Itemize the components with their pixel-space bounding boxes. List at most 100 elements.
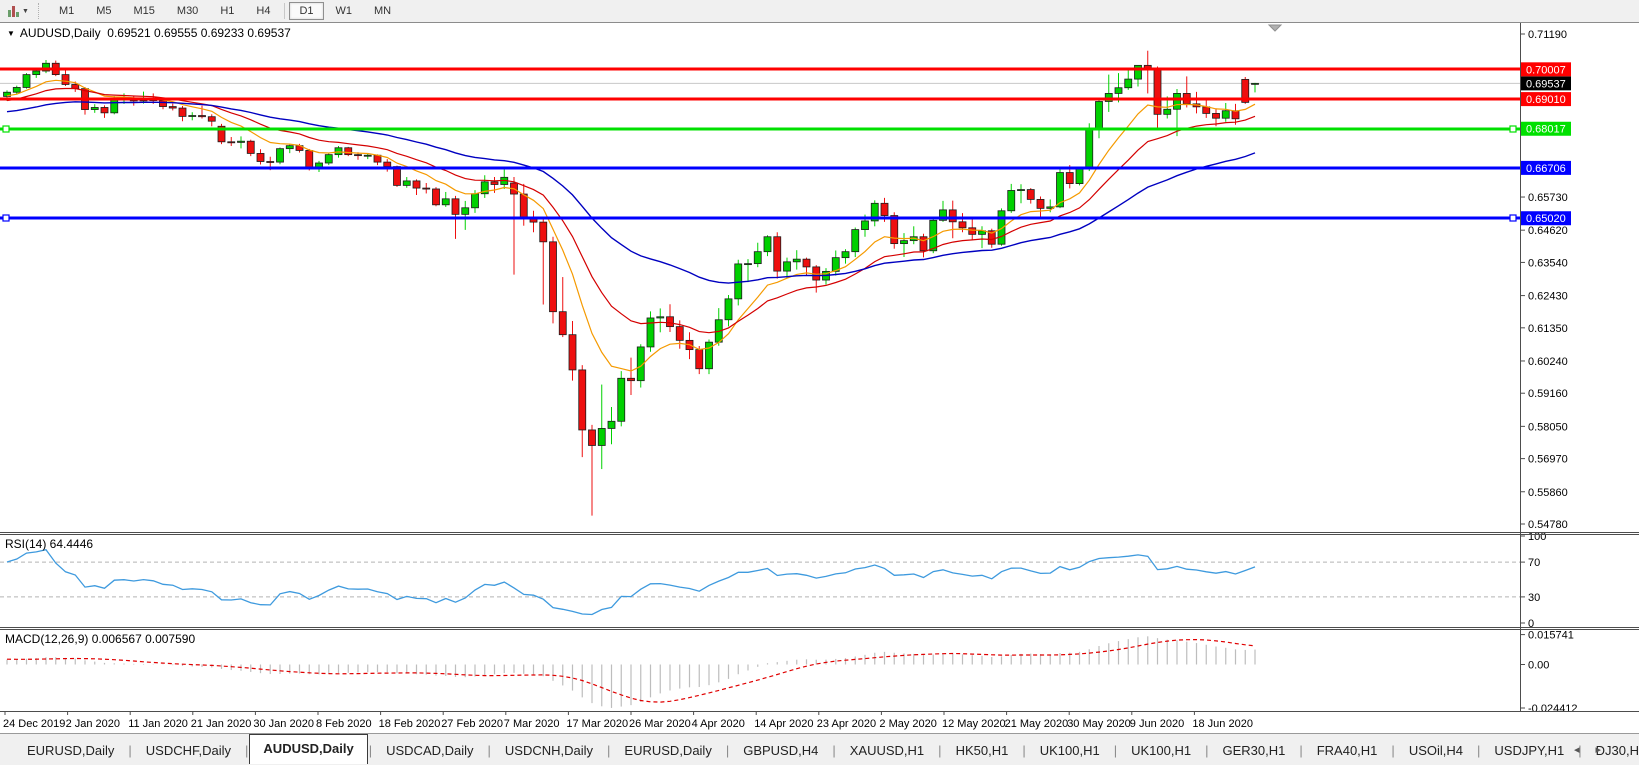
- svg-text:11 Jan 2020: 11 Jan 2020: [128, 718, 188, 730]
- tab-ger30-h1[interactable]: GER30,H1: [1222, 742, 1286, 758]
- tab-separator: |: [128, 742, 132, 758]
- svg-text:30: 30: [1528, 592, 1540, 604]
- toolbar-separator: [37, 3, 44, 19]
- tab-separator: |: [1205, 742, 1209, 758]
- svg-text:0.66706: 0.66706: [1526, 163, 1566, 175]
- svg-text:0.015741: 0.015741: [1528, 630, 1574, 642]
- tab-separator: |: [368, 742, 373, 758]
- tab-separator: |: [1477, 742, 1481, 758]
- svg-text:0.61350: 0.61350: [1528, 323, 1568, 335]
- svg-text:2 May 2020: 2 May 2020: [879, 718, 936, 730]
- macd-pane[interactable]: [6, 636, 1256, 708]
- svg-text:18 Jun 2020: 18 Jun 2020: [1192, 718, 1253, 730]
- tab-gbpusd-h4[interactable]: GBPUSD,H4: [743, 742, 819, 758]
- tab-audusd-daily[interactable]: AUDUSD,Daily: [249, 734, 368, 764]
- period-button-h1[interactable]: H1: [220, 5, 235, 17]
- period-button-mn[interactable]: MN: [374, 5, 392, 17]
- tab-eurusd-daily[interactable]: EURUSD,Daily: [27, 742, 115, 758]
- tab-eurusd-daily[interactable]: EURUSD,Daily: [624, 742, 712, 758]
- tab-separator: |: [1113, 742, 1118, 758]
- tab-hk50-h1[interactable]: HK50,H1: [955, 742, 1009, 758]
- period-button-m5[interactable]: M5: [96, 5, 112, 17]
- tab-scroll-left-icon[interactable]: ◂: [1573, 744, 1596, 756]
- hline-objects[interactable]: [0, 67, 1520, 222]
- svg-text:-0.024412: -0.024412: [1528, 703, 1578, 715]
- tab-separator: |: [938, 742, 942, 758]
- hline-handle[interactable]: [2, 214, 10, 222]
- tab-separator: |: [245, 742, 249, 758]
- tab-scroll-buttons: ◂▸: [1574, 743, 1617, 756]
- svg-text:30 May 2020: 30 May 2020: [1067, 718, 1131, 730]
- price-badges: 0.69537 0.70007 0.69010 0.68017 0.66706 0.650…: [1521, 62, 1571, 226]
- tab-uk100-h1[interactable]: UK100,H1: [1039, 742, 1100, 758]
- hline-handle[interactable]: [2, 125, 10, 133]
- svg-text:0.63540: 0.63540: [1528, 257, 1568, 269]
- svg-text:21 May 2020: 21 May 2020: [1005, 718, 1069, 730]
- svg-text:0.60240: 0.60240: [1528, 356, 1568, 368]
- tab-usdcad-daily[interactable]: USDCAD,Daily: [386, 742, 474, 758]
- macd-indicator-label: MACD(12,26,9) 0.006567 0.007590: [5, 632, 196, 646]
- svg-text:27 Feb 2020: 27 Feb 2020: [441, 718, 503, 730]
- rsi-indicator-label: RSI(14) 64.4446: [5, 537, 94, 551]
- hline-handle[interactable]: [1509, 214, 1517, 222]
- period-button-m30[interactable]: M30: [176, 5, 199, 17]
- chart-ohlc-values: 0.69521 0.69555 0.69233 0.69537: [107, 26, 291, 40]
- tab-separator: |: [1299, 742, 1303, 758]
- svg-text:0.69537: 0.69537: [1526, 78, 1566, 90]
- tab-separator: |: [832, 742, 836, 758]
- svg-text:0.71190: 0.71190: [1528, 29, 1567, 41]
- tab-usoil-h4[interactable]: USOil,H4: [1408, 742, 1463, 758]
- svg-text:0.70007: 0.70007: [1526, 64, 1566, 76]
- toolbar-separator: [284, 3, 286, 19]
- svg-text:0.58050: 0.58050: [1528, 421, 1568, 433]
- period-button-m1[interactable]: M1: [58, 5, 75, 17]
- period-group: D1 W1 MN: [288, 2, 402, 20]
- period-group: M1 M5 M15 M30 H1 H4: [48, 2, 282, 20]
- tab-separator: |: [487, 742, 491, 758]
- chevron-down-icon[interactable]: ▼: [22, 7, 29, 15]
- tab-separator: |: [725, 742, 730, 758]
- svg-text:0.69010: 0.69010: [1526, 94, 1566, 106]
- chart-shift-marker-icon[interactable]: [1267, 24, 1283, 32]
- chart-symbol: AUDUSD,Daily: [19, 26, 101, 40]
- hline-handle[interactable]: [1509, 125, 1517, 133]
- period-button-d1[interactable]: D1: [289, 2, 324, 20]
- svg-text:7 Mar 2020: 7 Mar 2020: [504, 718, 560, 730]
- rsi-pane[interactable]: [0, 548, 1520, 616]
- candle-pane[interactable]: [0, 50, 1520, 516]
- svg-text:0.65020: 0.65020: [1526, 213, 1566, 225]
- tab-xauusd-h1[interactable]: XAUUSD,H1: [849, 742, 925, 758]
- time-axis[interactable]: 24 Dec 2019 2 Jan 2020 11 Jan 2020 21 Jan 2…: [3, 711, 1253, 730]
- tab-usdjpy-h1[interactable]: USDJPY,H1: [1494, 742, 1565, 758]
- svg-text:30 Jan 2020: 30 Jan 2020: [253, 718, 314, 730]
- tab-fra40-h1[interactable]: FRA40,H1: [1316, 742, 1378, 758]
- svg-text:0.56970: 0.56970: [1528, 454, 1568, 466]
- tab-uk100-h1[interactable]: UK100,H1: [1131, 742, 1192, 758]
- svg-text:18 Feb 2020: 18 Feb 2020: [379, 718, 441, 730]
- svg-text:0.00: 0.00: [1528, 660, 1549, 672]
- tab-usdchf-daily[interactable]: USDCHF,Daily: [145, 742, 232, 758]
- svg-text:17 Mar 2020: 17 Mar 2020: [566, 718, 628, 730]
- period-button-m15[interactable]: M15: [133, 5, 155, 17]
- period-button-w1[interactable]: W1: [335, 5, 353, 17]
- chart-type-icon[interactable]: ▼: [4, 3, 32, 20]
- tab-usdcnh-daily[interactable]: USDCNH,Daily: [504, 742, 594, 758]
- chart-area[interactable]: 0.711900.679200.657300.646200.635400.624…: [0, 0, 1639, 733]
- tab-separator: |: [607, 742, 611, 758]
- candlestick-chart-icon: [7, 5, 20, 18]
- svg-text:0.54780: 0.54780: [1528, 519, 1568, 531]
- svg-text:70: 70: [1528, 557, 1540, 569]
- svg-text:0.65730: 0.65730: [1528, 192, 1568, 204]
- symbol-tabbar: EURUSD,Daily | USDCHF,Daily | AUDUSD,Daily | U…: [0, 733, 1639, 765]
- period-button-h4[interactable]: H4: [256, 5, 271, 17]
- svg-text:0.62430: 0.62430: [1528, 291, 1568, 303]
- collapse-triangle-icon[interactable]: ▼: [7, 29, 15, 38]
- svg-text:9 Jun 2020: 9 Jun 2020: [1130, 718, 1184, 730]
- svg-text:26 Mar 2020: 26 Mar 2020: [629, 718, 691, 730]
- tab-scroll-right-icon[interactable]: ▸: [1595, 744, 1617, 756]
- tab-dj30-h1[interactable]: DJ30,H1: [1595, 742, 1639, 758]
- svg-text:0.55860: 0.55860: [1528, 487, 1568, 499]
- svg-text:4 Apr 2020: 4 Apr 2020: [692, 718, 745, 730]
